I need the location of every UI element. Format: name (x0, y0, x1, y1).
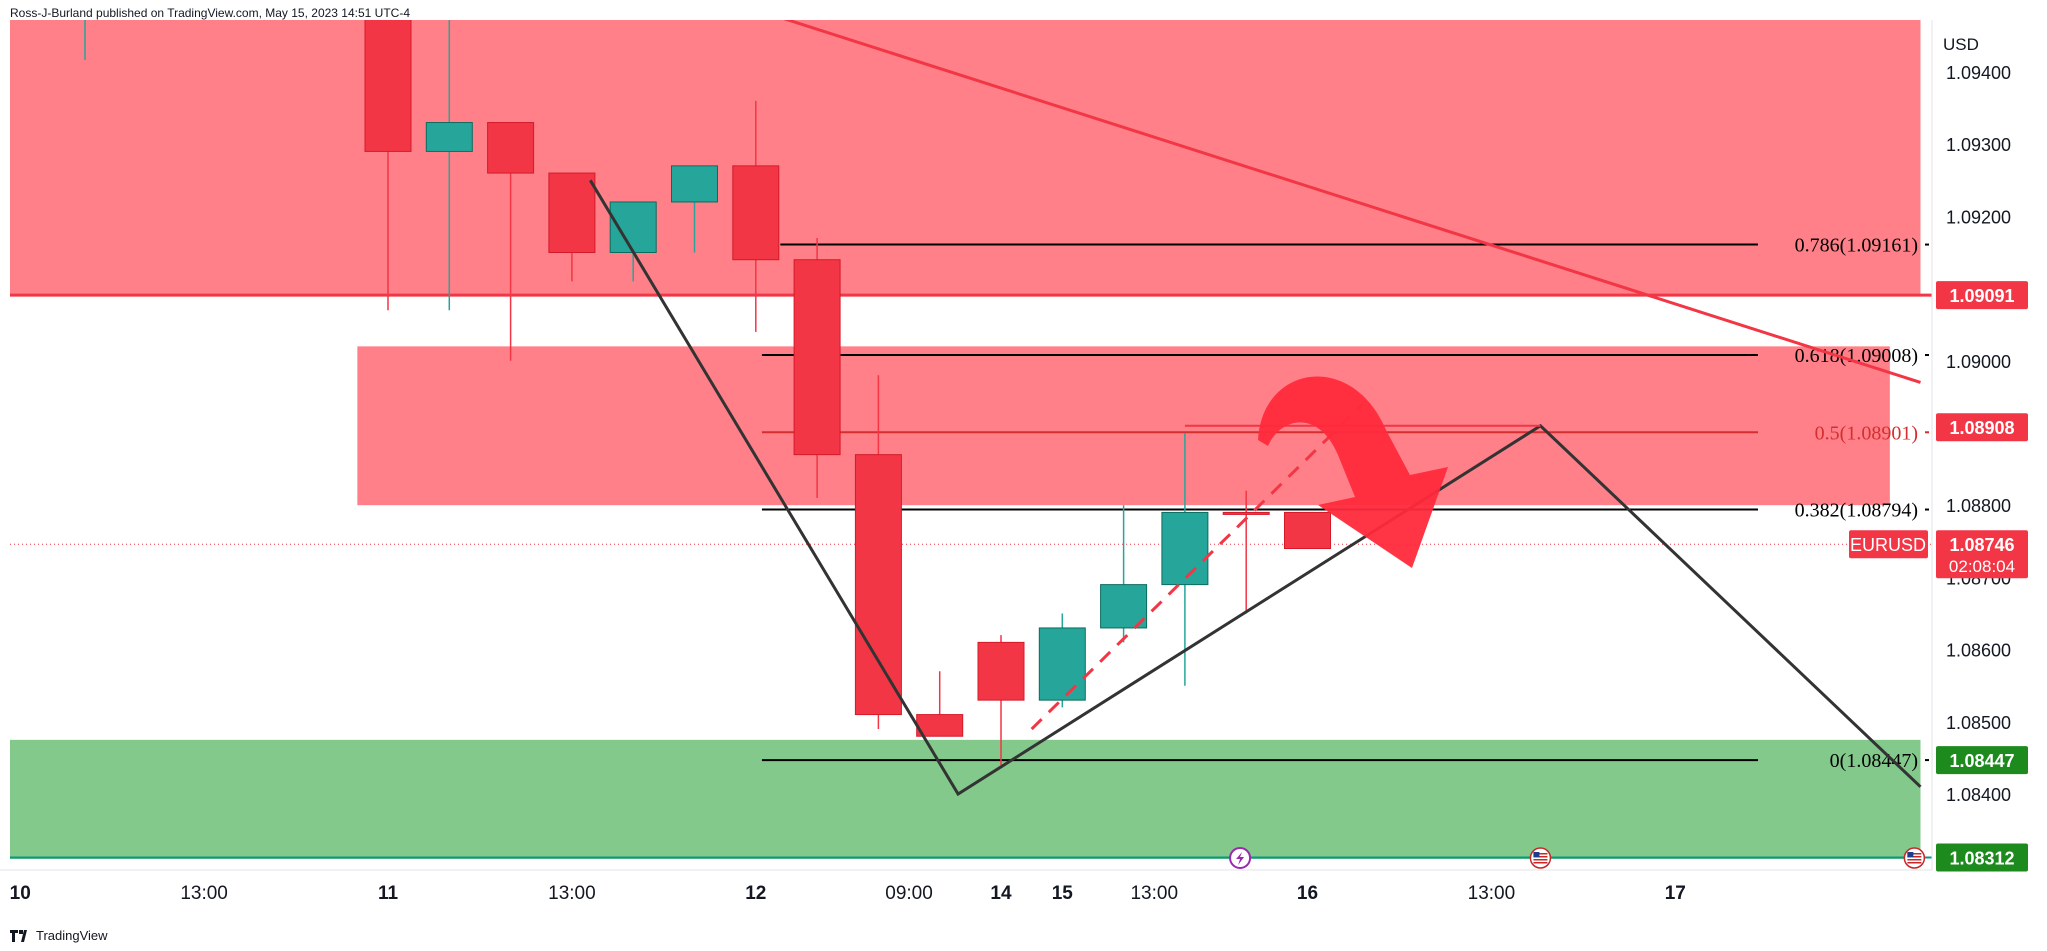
y-tick-label: 1.09200 (1946, 207, 2011, 227)
x-tick-label: 13:00 (1468, 883, 1516, 904)
bearish-candle (1222, 511, 1270, 515)
bearish-candle (364, 20, 412, 152)
flag-stripe (1907, 862, 1922, 864)
currency-label: USD (1943, 35, 1979, 54)
x-tick-label: 09:00 (885, 883, 933, 904)
last-price-text: 1.08746 (1949, 535, 2014, 555)
us-flag-event-icon (1529, 847, 1552, 869)
lightning-event-icon (1229, 847, 1252, 869)
symbol-badge (1849, 530, 1928, 559)
price-label-text: 1.08447 (1949, 751, 2014, 771)
price-label-text: 1.08908 (1949, 418, 2014, 438)
flag-stripe (1533, 862, 1548, 864)
flag-stripe (1907, 859, 1922, 861)
curved-arrow-shape (1258, 376, 1448, 568)
price-label-text: 1.09091 (1949, 286, 2014, 306)
downtrend-line (783, 20, 1921, 384)
price-label-text: 1.08312 (1949, 849, 2014, 869)
curved-arrow-icon (1258, 376, 1448, 568)
x-tick-label: 13:00 (548, 883, 596, 904)
upper-resistance-zone (10, 20, 1921, 296)
fib-level-label: 0.5(1.08901) (1815, 422, 1918, 444)
countdown-text: 02:08:04 (1949, 557, 2015, 576)
y-tick-label: 1.09000 (1946, 352, 2011, 372)
x-tick-label: 12 (745, 883, 766, 904)
plot-area: 0.786(1.09161)0.618(1.09008)0.5(1.08901)… (10, 20, 1932, 869)
published-caption: Ross-J-Burland published on TradingView.… (10, 6, 410, 20)
lightning-bolt (1236, 852, 1245, 865)
fib-level-label: 0(1.08447) (1830, 750, 1918, 772)
price-label-badge (1936, 746, 2028, 775)
bearish-candle (487, 122, 535, 174)
projection-path (589, 179, 1922, 797)
bullish-candle (1038, 627, 1086, 701)
flag-stripe (1533, 856, 1548, 858)
x-tick-label: 10 (10, 883, 31, 904)
tradingview-brand: TradingView (36, 928, 108, 943)
x-tick-label: 13:00 (1130, 883, 1178, 904)
fib-level-label: 0.382(1.08794) (1795, 500, 1918, 522)
flag-icon-ring (1903, 847, 1926, 869)
bearish-candle (977, 641, 1025, 701)
x-tick-label: 14 (990, 883, 1012, 904)
bearish-candle (732, 165, 780, 261)
flag-stripe (1533, 853, 1548, 855)
price-label-badge (1936, 843, 2028, 872)
x-tick-label: 16 (1297, 883, 1318, 904)
y-tick-label: 1.08800 (1946, 496, 2011, 516)
flag-stripe (1907, 856, 1922, 858)
us-flag-event-icon (1903, 847, 1926, 869)
price-label-badge (1936, 413, 2028, 442)
flag-stripe (1907, 853, 1922, 855)
bearish-candle (548, 172, 596, 253)
bearish-candle (916, 714, 964, 737)
bearish-candle (1284, 511, 1331, 550)
bullish-candle (1100, 584, 1148, 629)
x-tick-label: 15 (1052, 883, 1074, 904)
last-price-badge (1936, 530, 2028, 579)
support-zone (10, 739, 1921, 859)
fib-level-label: 0.786(1.09161) (1795, 235, 1918, 257)
bullish-candle (425, 122, 473, 152)
x-tick-label: 17 (1665, 883, 1686, 904)
x-tick-label: 11 (378, 883, 399, 904)
x-tick-label: 13:00 (180, 883, 228, 904)
flag-canton (1907, 852, 1914, 857)
y-tick-label: 1.09300 (1946, 135, 2011, 155)
bullish-candle (1161, 511, 1209, 586)
y-tick-label: 1.08500 (1946, 713, 2011, 733)
flag-stripe (1533, 859, 1548, 861)
y-tick-label: 1.09400 (1946, 63, 2011, 83)
rising-trendline-dashed (1030, 403, 1364, 731)
bullish-candle (671, 165, 718, 203)
bearish-candle (793, 259, 841, 456)
bearish-candle (854, 454, 902, 716)
flag-icon-ring (1529, 847, 1552, 869)
mid-resistance-zone (357, 346, 1890, 506)
y-tick-label: 1.08600 (1946, 641, 2011, 661)
tradingview-footer[interactable]: TradingView (10, 928, 108, 943)
y-tick-label: 1.08400 (1946, 785, 2011, 805)
price-label-badge (1936, 281, 2028, 310)
flag-canton (1533, 852, 1540, 857)
tradingview-logo-icon (10, 929, 27, 942)
symbol-label: EURUSD (1850, 535, 1926, 555)
